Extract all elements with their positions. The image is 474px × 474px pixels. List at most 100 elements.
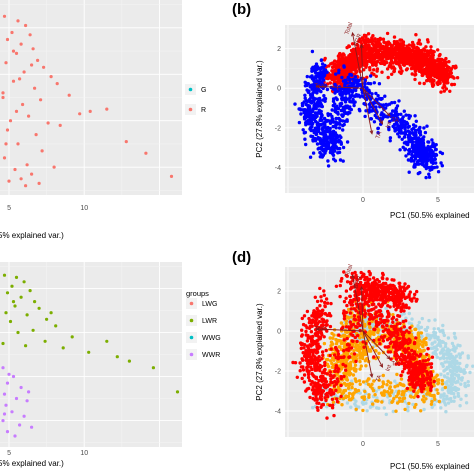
data-point — [419, 409, 423, 413]
data-point — [396, 384, 400, 388]
data-point — [357, 379, 362, 383]
data-point — [445, 394, 449, 398]
data-point — [313, 295, 317, 299]
data-point — [67, 93, 71, 97]
data-point — [416, 150, 420, 154]
data-point — [317, 74, 321, 78]
data-point — [418, 81, 422, 85]
data-point — [395, 104, 400, 108]
data-point — [406, 405, 410, 409]
data-point — [399, 120, 403, 125]
data-point — [384, 114, 388, 119]
data-point — [5, 430, 10, 434]
data-point — [341, 362, 345, 367]
data-point — [392, 100, 397, 105]
data-point — [376, 50, 381, 55]
data-point — [437, 399, 441, 404]
data-point — [30, 63, 34, 67]
data-point — [379, 391, 384, 395]
data-point — [424, 162, 428, 166]
data-point — [392, 126, 397, 130]
data-point — [363, 81, 367, 85]
data-point — [456, 394, 461, 398]
data-point — [371, 42, 375, 46]
data-point — [341, 145, 346, 150]
data-point — [371, 402, 375, 406]
data-point — [412, 131, 416, 136]
data-point — [392, 109, 397, 114]
data-point — [341, 79, 346, 83]
data-point — [341, 358, 345, 363]
data-point — [459, 382, 463, 386]
data-point — [445, 376, 450, 380]
data-point — [331, 153, 336, 157]
data-point — [407, 133, 412, 137]
data-point — [442, 80, 447, 85]
data-point — [381, 45, 386, 50]
data-point — [322, 78, 326, 82]
data-point — [388, 393, 392, 398]
data-point — [451, 356, 456, 361]
data-point — [372, 379, 376, 383]
data-point — [319, 138, 323, 142]
data-point — [418, 158, 422, 162]
data-point — [443, 75, 447, 79]
data-point — [318, 368, 322, 373]
data-point — [371, 39, 375, 43]
data-point — [442, 394, 446, 398]
data-point — [11, 49, 16, 53]
data-point — [417, 326, 421, 330]
data-point — [358, 109, 362, 113]
data-point — [400, 124, 404, 129]
data-point — [404, 113, 408, 117]
data-point — [414, 49, 419, 53]
data-point — [377, 378, 381, 382]
data-point — [340, 94, 344, 98]
data-point — [1, 91, 5, 95]
data-point — [61, 346, 65, 350]
data-points — [1, 273, 180, 438]
data-point — [413, 165, 417, 169]
data-point — [460, 376, 464, 380]
data-point — [370, 71, 374, 75]
data-point — [382, 406, 386, 410]
data-point — [313, 138, 317, 143]
data-point — [358, 359, 362, 364]
data-point — [434, 147, 438, 152]
data-point — [382, 50, 386, 55]
data-point — [447, 354, 452, 358]
data-point — [435, 373, 439, 377]
data-point — [381, 373, 385, 378]
data-point — [404, 120, 409, 125]
data-point — [365, 75, 369, 80]
data-point — [46, 121, 50, 125]
data-point — [442, 399, 446, 403]
data-point — [338, 283, 342, 288]
data-point — [449, 385, 453, 390]
data-point — [357, 39, 361, 43]
data-point — [14, 396, 19, 401]
data-point — [354, 389, 359, 394]
data-point — [313, 67, 317, 71]
data-point — [441, 323, 445, 328]
y-tick-label: -4 — [275, 165, 281, 172]
data-point — [314, 90, 318, 94]
data-point — [435, 165, 439, 169]
data-point — [416, 128, 420, 132]
arrow-head — [379, 120, 383, 125]
data-point — [315, 142, 320, 146]
data-point — [412, 389, 416, 393]
data-point — [404, 130, 408, 134]
data-point — [402, 312, 406, 316]
data-point — [376, 126, 380, 130]
arrow-label: BGR — [353, 32, 363, 47]
data-point — [435, 378, 439, 383]
data-point — [444, 410, 448, 414]
data-point — [448, 89, 452, 94]
data-point — [427, 172, 431, 176]
data-point — [338, 117, 342, 122]
data-point — [124, 140, 128, 144]
data-point — [1, 366, 5, 370]
